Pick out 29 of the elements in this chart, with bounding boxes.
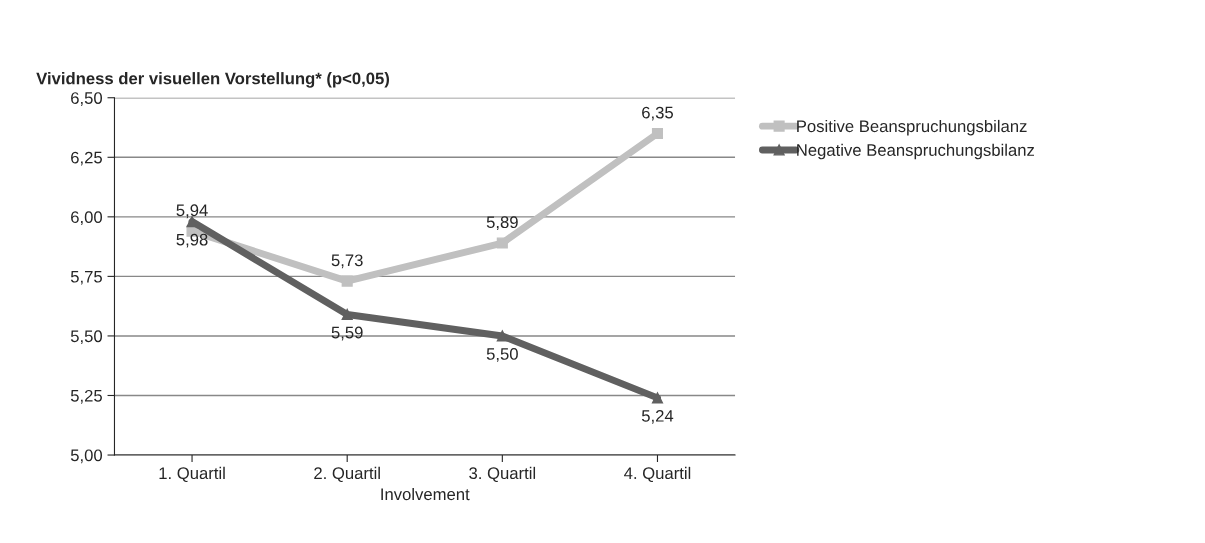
point: [341, 275, 353, 287]
y-tick-label: 5,00: [70, 449, 103, 464]
point: [496, 237, 508, 249]
point: [651, 127, 664, 140]
point: [496, 330, 508, 342]
data-label: 5,98: [176, 233, 208, 248]
x-axis-title: Involvement: [381, 487, 470, 501]
x-tick-label: 2. Quartil: [314, 466, 380, 483]
legend-label: Positive Beanspruchungsbilanz: [797, 119, 1027, 136]
y-tick-label: 6,50: [71, 92, 103, 106]
x-tick-label: 3. Quartil: [469, 466, 536, 483]
x-tick-label: 1. Quartil: [159, 466, 225, 483]
data-label: 5,59: [331, 326, 363, 341]
data-label: 6,35: [642, 106, 673, 121]
y-tick-label: 5,50: [70, 330, 103, 345]
legend-label: Negative Beanspruchungsbilanz: [797, 143, 1035, 160]
y-tick-label: 5,75: [70, 270, 102, 285]
point: [341, 308, 353, 321]
y-tick-label: 6,00: [71, 211, 103, 226]
data-label: 5,89: [486, 216, 518, 231]
y-tick-label: 5,25: [70, 389, 102, 404]
point: [651, 392, 664, 404]
data-label: 5,24: [641, 409, 674, 424]
data-label: 5,73: [331, 254, 363, 269]
x-tick-label: 4. Quartil: [624, 466, 691, 483]
y-tick-label: 6,25: [71, 151, 102, 166]
chart-title: Vividness der visuellen Vorstellung* (p<0,05): [36, 72, 390, 88]
data-label: 5,50: [486, 348, 518, 362]
data-label: 5,94: [176, 204, 208, 219]
